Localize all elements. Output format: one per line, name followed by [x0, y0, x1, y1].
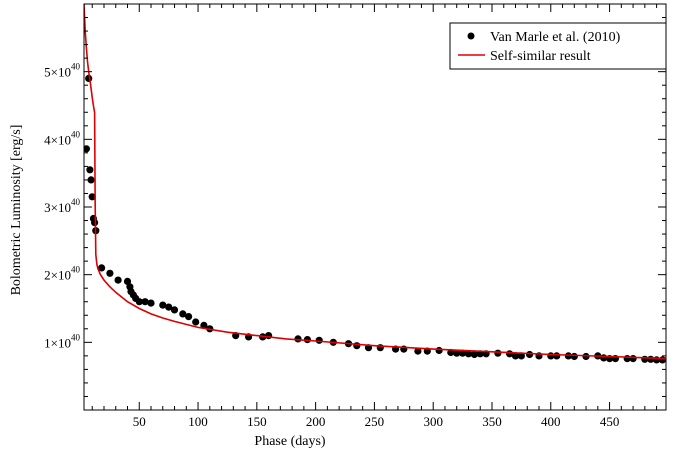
data-point [147, 299, 155, 307]
data-point [185, 313, 193, 321]
data-point [303, 336, 311, 344]
data-point [582, 352, 590, 361]
data-point [84, 145, 90, 153]
x-tick-label: 150 [247, 414, 267, 429]
y-tick-label: 2×1040 [44, 265, 80, 283]
y-tick-label: 3×1040 [44, 197, 80, 215]
data-point [435, 346, 443, 355]
legend-label-points: Van Marle et al. (2010) [490, 30, 621, 45]
data-point [414, 347, 422, 355]
x-tick-label: 300 [423, 414, 443, 429]
axes-layer: 50 100 150 200 250 300 350 400 450 1×1040 2×1040 3×… [44, 3, 667, 429]
data-point [123, 277, 132, 285]
x-tick-label: 400 [541, 414, 561, 429]
data-point [570, 352, 578, 361]
series-layer [84, 4, 666, 364]
data-point [294, 335, 302, 343]
data-point [517, 352, 526, 360]
data-point [453, 349, 461, 357]
series-line-self-similar [84, 4, 666, 360]
data-point [494, 349, 502, 357]
data-point [165, 303, 173, 311]
data-point [200, 321, 208, 329]
data-point [353, 342, 361, 350]
data-point [135, 298, 143, 306]
y-tick-label: 1×1040 [44, 332, 80, 350]
x-tick-label: 50 [133, 414, 146, 429]
x-tick-label: 100 [188, 414, 208, 429]
data-point [87, 176, 95, 184]
data-point [553, 352, 561, 360]
data-point [526, 350, 534, 359]
data-point [88, 193, 96, 201]
data-point [459, 349, 467, 357]
data-point [464, 350, 473, 358]
legend-label-line: Self-similar result [490, 49, 591, 64]
data-point [114, 276, 122, 284]
data-point [170, 306, 179, 314]
data-point [179, 310, 187, 318]
x-tick-label: 450 [600, 414, 620, 429]
x-tick-label: 350 [482, 414, 502, 429]
data-point [658, 356, 666, 364]
data-point [141, 298, 149, 306]
y-tick-label: 5×1040 [44, 62, 80, 80]
legend-box [449, 22, 667, 70]
data-point [159, 301, 167, 309]
data-point [265, 332, 273, 340]
y-tick-label: 4×1040 [44, 129, 80, 147]
x-axis-label: Phase (days) [254, 434, 325, 449]
data-point [511, 352, 520, 360]
legend: Van Marle et al. (2010) Self-similar res… [449, 22, 667, 70]
data-point [629, 355, 637, 363]
legend-marker-points [467, 32, 475, 40]
data-point [98, 264, 106, 272]
data-point [564, 352, 573, 360]
y-axis-label: Bolometric Luminosity [erg/s] [9, 125, 24, 296]
data-point [192, 318, 200, 326]
x-tick-label: 200 [306, 414, 326, 429]
data-point [106, 269, 114, 277]
data-point [470, 350, 478, 359]
x-tick-label: 250 [365, 414, 385, 429]
data-point [86, 166, 94, 174]
